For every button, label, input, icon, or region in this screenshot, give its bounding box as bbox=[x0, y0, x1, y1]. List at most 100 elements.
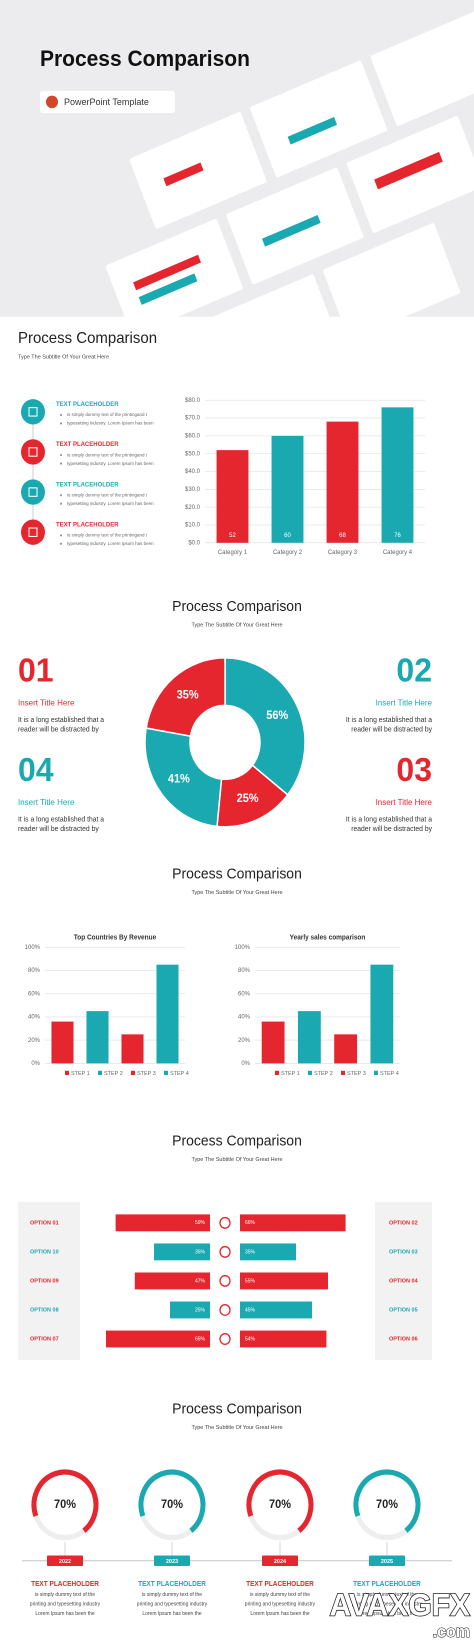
thumb bbox=[323, 223, 461, 340]
option-label: OPTION 04 bbox=[389, 1278, 418, 1284]
bullet bbox=[60, 542, 62, 545]
bar-value: 35% bbox=[195, 1249, 205, 1255]
y-tick-label: $70.0 bbox=[185, 415, 201, 422]
donut-segment bbox=[145, 657, 226, 738]
item-icon bbox=[21, 439, 45, 465]
bar-value: 66% bbox=[245, 1220, 255, 1226]
slide-title: Process Comparison bbox=[172, 1133, 302, 1149]
bar bbox=[134, 1272, 210, 1290]
bullet bbox=[60, 502, 62, 505]
bar bbox=[170, 1301, 210, 1319]
item-glyph bbox=[28, 527, 38, 537]
year-tag bbox=[262, 1555, 298, 1567]
card-title: Insert Title Here bbox=[18, 698, 75, 707]
y-tick-label: 100% bbox=[235, 944, 251, 951]
slide-subtitle: Type The Subtitle Of Your Great Here bbox=[191, 1425, 282, 1431]
y-tick-label: $20.0 bbox=[185, 504, 201, 511]
thumb bbox=[105, 219, 243, 336]
item-icon bbox=[21, 399, 45, 425]
card-title: Insert Title Here bbox=[18, 798, 75, 807]
slide-title: Process Comparison bbox=[172, 866, 302, 882]
bar bbox=[326, 421, 359, 543]
card-number: 03 bbox=[396, 750, 432, 788]
y-tick-label: 0% bbox=[241, 1060, 250, 1067]
bar bbox=[51, 1021, 74, 1064]
ring-label: 70% bbox=[161, 1499, 183, 1511]
slide-subtitle: Type The Subtitle Of Your Great Here bbox=[191, 890, 282, 896]
bar-value: 59% bbox=[195, 1220, 205, 1226]
donut-label: 25% bbox=[237, 793, 259, 805]
y-tick-label: 40% bbox=[28, 1013, 40, 1020]
item-line: is simply dummy text of the printingand … bbox=[67, 412, 148, 417]
ring-label: 70% bbox=[269, 1499, 291, 1511]
timeline-text: Lorem Ipsum has been the bbox=[35, 1611, 94, 1617]
timeline-text: printing and typesetting industry bbox=[352, 1601, 423, 1607]
option-panel bbox=[18, 1201, 80, 1361]
bar-value: 68 bbox=[339, 532, 346, 539]
legend-swatch bbox=[341, 1070, 345, 1076]
item-line: is simply dummy text of the printingand … bbox=[67, 492, 148, 497]
row-icon bbox=[219, 1304, 231, 1316]
card-number: 04 bbox=[18, 750, 54, 788]
item-line: typesetting industry. Lorem Ipsum has be… bbox=[67, 541, 154, 546]
thumb-deco bbox=[163, 162, 204, 187]
card-text: It is a long established that a bbox=[346, 816, 432, 823]
timeline-text: is simply dummy text of the bbox=[142, 1592, 202, 1598]
timeline-text: Lorem Ipsum has been the bbox=[142, 1611, 201, 1617]
bar bbox=[240, 1243, 296, 1261]
y-tick-label: $30.0 bbox=[185, 486, 201, 493]
thumb-deco bbox=[374, 151, 443, 190]
bullet bbox=[60, 422, 62, 425]
item-title: TEXT PLACEHOLDER bbox=[56, 521, 119, 528]
bar bbox=[240, 1330, 327, 1348]
year-label: 2022 bbox=[59, 1559, 71, 1565]
ring-arc bbox=[353, 1469, 421, 1541]
donut-segment bbox=[144, 727, 223, 828]
timeline-text: printing and typesetting industry bbox=[30, 1601, 101, 1607]
row-icon bbox=[219, 1216, 231, 1229]
bullet bbox=[60, 462, 62, 465]
y-tick-label: 60% bbox=[28, 990, 40, 997]
bar bbox=[121, 1034, 144, 1064]
item-icon bbox=[21, 479, 45, 505]
bar bbox=[261, 1021, 285, 1064]
y-tick-label: $10.0 bbox=[185, 521, 201, 528]
chart-title: Top Countries By Revenue bbox=[74, 934, 157, 941]
donut-segment bbox=[224, 657, 306, 796]
y-tick-label: $80.0 bbox=[185, 397, 201, 404]
option-label: OPTION 09 bbox=[30, 1278, 59, 1284]
timeline-text: is simply dummy text of the bbox=[357, 1592, 417, 1598]
y-tick-label: $0.0 bbox=[188, 539, 200, 546]
card-text: It is a long established that a bbox=[18, 717, 104, 724]
card-number: 02 bbox=[396, 651, 432, 689]
ring-arc bbox=[138, 1469, 206, 1541]
bar-value: 47% bbox=[195, 1278, 205, 1284]
timeline-title: TEXT PLACEHOLDER bbox=[31, 1581, 99, 1588]
timeline-text: Lorem Ipsum has been the bbox=[250, 1611, 309, 1617]
item-glyph bbox=[28, 447, 38, 457]
hero-title: Process Comparison bbox=[40, 46, 250, 72]
bar bbox=[271, 435, 304, 543]
year-tag bbox=[47, 1555, 83, 1567]
donut-label: 41% bbox=[168, 773, 190, 785]
bar bbox=[86, 1011, 109, 1064]
item-line: typesetting industry. Lorem Ipsum has be… bbox=[67, 421, 154, 426]
item-line: is simply dummy text of the printingand … bbox=[67, 533, 148, 538]
legend-label: STEP 4 bbox=[170, 1071, 189, 1077]
year-tag bbox=[154, 1555, 190, 1567]
legend-label: STEP 2 bbox=[104, 1071, 123, 1077]
legend-swatch bbox=[308, 1070, 312, 1076]
chart-title: Yearly sales comparison bbox=[290, 934, 366, 941]
option-label: OPTION 01 bbox=[30, 1220, 59, 1226]
legend-swatch bbox=[65, 1070, 69, 1076]
donut-label: 35% bbox=[177, 689, 199, 701]
item-title: TEXT PLACEHOLDER bbox=[56, 401, 119, 408]
bar bbox=[240, 1272, 328, 1290]
legend-label: STEP 1 bbox=[71, 1071, 90, 1077]
slide-title: Process Comparison bbox=[172, 1401, 302, 1417]
thumb-deco bbox=[287, 116, 338, 145]
ring-arc bbox=[246, 1469, 314, 1541]
y-tick-label: 0% bbox=[31, 1060, 40, 1067]
y-tick-label: 20% bbox=[238, 1037, 250, 1044]
y-tick-label: 40% bbox=[238, 1013, 250, 1020]
